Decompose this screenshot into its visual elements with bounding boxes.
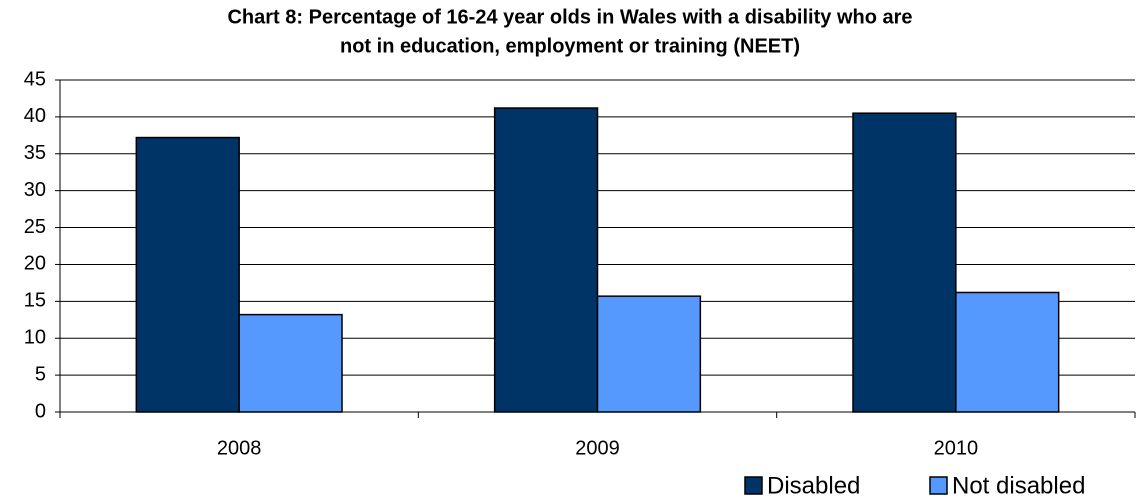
bar [955,291,1060,413]
chart-title: not in education, employment or training… [340,35,800,57]
y-tick-label: 5 [35,363,46,385]
y-tick-label: 45 [24,68,46,90]
y-tick-label: 35 [24,142,46,164]
y-tick-label: 0 [35,400,46,422]
x-tick-label: 2008 [217,437,262,459]
bar [238,313,343,413]
x-tick-label: 2010 [934,437,979,459]
y-tick-label: 25 [24,216,46,238]
bar [135,136,240,413]
y-tick-label: 10 [24,327,46,349]
chart-title: Chart 8: Percentage of 16-24 year olds i… [227,6,912,28]
bar [596,295,702,413]
bar [852,112,957,413]
y-tick-label: 40 [24,105,46,127]
legend-label: Not disabled [952,472,1085,499]
y-tick-label: 15 [24,290,46,312]
y-tick-label: 30 [24,179,46,201]
y-tick-label: 20 [24,253,46,275]
legend-label: Disabled [767,472,860,499]
x-tick-label: 2009 [575,437,620,459]
bar [493,107,599,413]
legend-swatch [744,476,763,495]
legend-swatch [929,476,948,495]
